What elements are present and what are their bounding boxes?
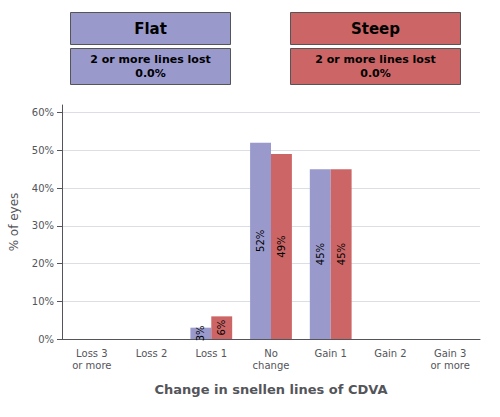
- svg-text:10%: 10%: [32, 296, 54, 307]
- svg-text:45%: 45%: [315, 243, 326, 265]
- svg-text:change: change: [253, 360, 290, 371]
- svg-text:2 or more lines lost: 2 or more lines lost: [90, 53, 210, 66]
- svg-text:Flat: Flat: [134, 20, 167, 38]
- svg-text:60%: 60%: [32, 107, 54, 118]
- svg-text:20%: 20%: [32, 258, 54, 269]
- svg-text:Loss 3: Loss 3: [76, 348, 107, 359]
- svg-text:Gain 3: Gain 3: [434, 348, 467, 359]
- svg-text:49%: 49%: [276, 235, 287, 257]
- svg-text:Steep: Steep: [351, 20, 400, 38]
- svg-text:Change in snellen lines of CDV: Change in snellen lines of CDVA: [155, 382, 388, 397]
- svg-text:30%: 30%: [32, 220, 54, 231]
- svg-text:45%: 45%: [336, 243, 347, 265]
- svg-text:No: No: [264, 348, 278, 359]
- svg-text:0%: 0%: [38, 334, 54, 345]
- svg-text:Gain 1: Gain 1: [314, 348, 347, 359]
- svg-text:52%: 52%: [255, 230, 266, 252]
- svg-text:40%: 40%: [32, 183, 54, 194]
- svg-text:50%: 50%: [32, 145, 54, 156]
- svg-text:Gain 2: Gain 2: [374, 348, 407, 359]
- svg-text:3%: 3%: [195, 325, 206, 341]
- svg-text:or more: or more: [430, 360, 469, 371]
- svg-text:0.0%: 0.0%: [360, 67, 391, 80]
- svg-text:0.0%: 0.0%: [135, 67, 166, 80]
- svg-text:Loss 1: Loss 1: [196, 348, 227, 359]
- svg-text:2 or more lines lost: 2 or more lines lost: [315, 53, 435, 66]
- svg-text:% of eyes: % of eyes: [7, 193, 21, 252]
- svg-text:Loss 2: Loss 2: [136, 348, 167, 359]
- svg-text:or more: or more: [72, 360, 111, 371]
- svg-text:6%: 6%: [216, 320, 227, 336]
